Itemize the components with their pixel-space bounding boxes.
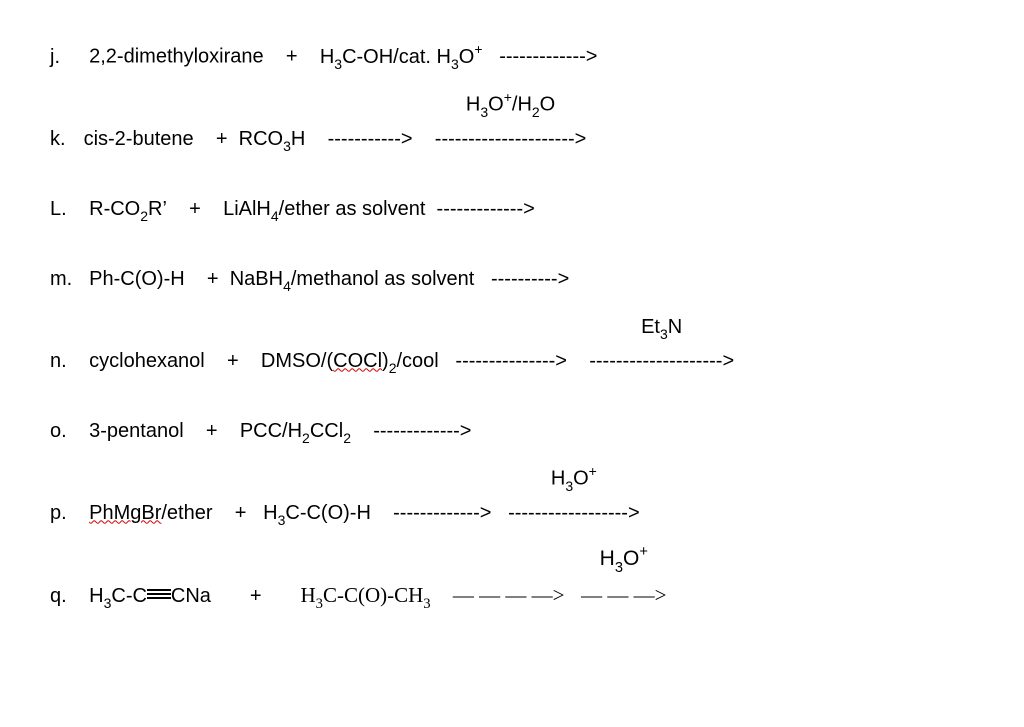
reactant-m: Ph-C(O)-H xyxy=(89,268,185,290)
triple-bond-icon xyxy=(147,586,171,606)
reactant-k: cis-2-butene xyxy=(84,128,194,150)
plus-n: + xyxy=(227,350,239,372)
label-p: p. xyxy=(50,498,78,528)
arrow1-k: -----------> xyxy=(328,128,413,150)
plus-m: + xyxy=(207,268,219,290)
arrow1-q: — — — —> xyxy=(453,583,565,607)
arrow1-p: -------------> xyxy=(393,502,491,524)
arrow-o: -------------> xyxy=(373,420,471,442)
reaction-L: L. R-CO2R’ + LiAlH4/ether as solvent ---… xyxy=(50,194,974,226)
arrow-m: ----------> xyxy=(491,268,569,290)
above-q: H3O+ xyxy=(600,542,648,577)
plus-o: + xyxy=(206,420,218,442)
arrow2-q-wrap: H3O+ — — —> xyxy=(581,580,666,612)
plus-p: + xyxy=(235,502,247,524)
arrow2-k: ---------------------> xyxy=(435,128,587,150)
plus-j: + xyxy=(286,46,298,68)
reagent-L: LiAlH4/ether as solvent xyxy=(223,198,425,220)
label-j: j. xyxy=(50,42,78,72)
reaction-o: o. 3-pentanol + PCC/H2CCl2 -------------… xyxy=(50,416,974,448)
reactant-q: H3C-CCNa xyxy=(89,585,211,607)
above-p: H3O+ xyxy=(551,462,597,496)
reactant-n: cyclohexanol xyxy=(89,350,205,372)
reaction-j: j. 2,2-dimethyloxirane + H3C-OH/cat. H3O… xyxy=(50,40,974,74)
above-k: H3O+/H2O xyxy=(466,88,555,122)
label-n: n. xyxy=(50,346,78,376)
arrow2-p-wrap: H3O+ ------------------> xyxy=(508,498,640,528)
reagent-n: DMSO/(COCl)2/cool xyxy=(261,350,439,372)
reactant-j: 2,2-dimethyloxirane xyxy=(89,46,264,68)
reagent-q: H3C-C(O)-CH3 xyxy=(300,583,430,607)
reactant-o: 3-pentanol xyxy=(89,420,184,442)
label-q: q. xyxy=(50,581,78,611)
reagent-m: NaBH4/methanol as solvent xyxy=(230,268,475,290)
reaction-q: q. H3C-CCNa + H3C-C(O)-CH3 — — — —> H3O+… xyxy=(50,580,974,614)
reaction-m: m. Ph-C(O)-H + NaBH4/methanol as solvent… xyxy=(50,264,974,296)
arrow2-p: ------------------> xyxy=(508,502,640,524)
reagent-j: H3C-OH/cat. H3O+ xyxy=(320,46,483,68)
label-m: m. xyxy=(50,264,78,294)
reaction-n: n. cyclohexanol + DMSO/(COCl)2/cool ----… xyxy=(50,346,974,378)
arrow2-n-wrap: Et3N --------------------> xyxy=(589,346,734,376)
plus-q: + xyxy=(250,585,262,607)
reagent-o: PCC/H2CCl2 xyxy=(240,420,351,442)
label-k: k. xyxy=(50,124,78,154)
reactant-L: R-CO2R’ xyxy=(89,198,167,220)
reagent-k: RCO3H xyxy=(239,128,306,150)
arrow1-n: ---------------> xyxy=(455,350,567,372)
label-L: L. xyxy=(50,194,78,224)
arrow-L: -------------> xyxy=(437,198,535,220)
reaction-p: p. PhMgBr/ether + H3C-C(O)-H -----------… xyxy=(50,498,974,530)
reagent-p: H3C-C(O)-H xyxy=(263,502,371,524)
reaction-k: k. cis-2-butene + RCO3H -----------> H3O… xyxy=(50,124,974,156)
plus-k: + xyxy=(216,128,228,150)
reactant-p: PhMgBr/ether xyxy=(89,502,212,524)
plus-L: + xyxy=(189,198,201,220)
arrow2-q: — — —> xyxy=(581,583,666,607)
label-o: o. xyxy=(50,416,78,446)
arrow2-n: --------------------> xyxy=(589,350,734,372)
arrow2-k-wrap: H3O+/H2O ---------------------> xyxy=(435,124,587,154)
above-n: Et3N xyxy=(641,312,682,344)
arrow-j: -------------> xyxy=(499,46,597,68)
